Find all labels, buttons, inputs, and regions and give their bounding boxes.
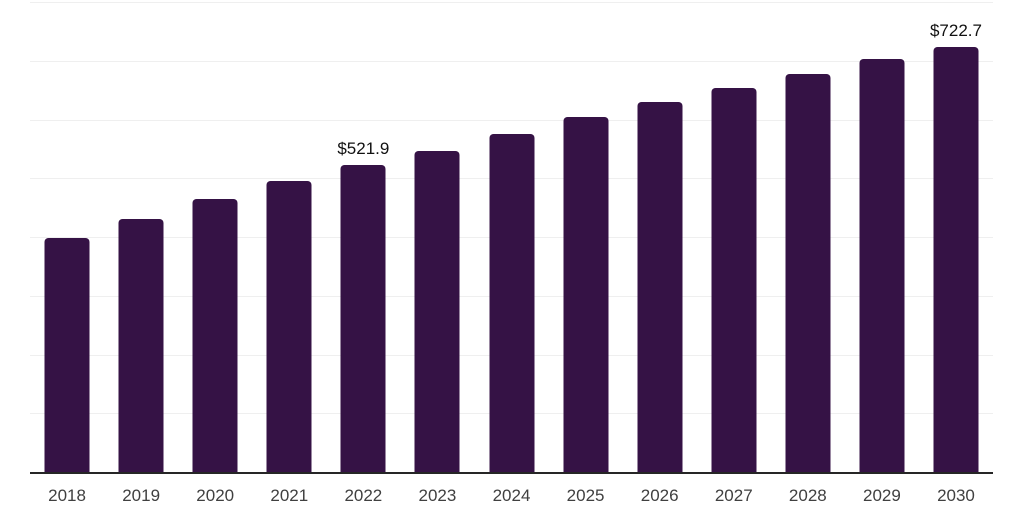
bar-2018 — [44, 237, 90, 472]
x-tick-2030: 2030 — [937, 486, 975, 505]
gridline-600 — [30, 119, 993, 121]
bar-slot-2019 — [104, 2, 178, 472]
bar-2028 — [785, 73, 831, 472]
bar-slot-2020 — [178, 2, 252, 472]
bar-slot-2023 — [400, 2, 474, 472]
bar-slot-2027 — [697, 2, 771, 472]
x-tick-2018: 2018 — [48, 486, 86, 505]
x-axis-labels: 2018 2019 2020 2021 2022 2023 2024 2025 2026 2027… — [30, 474, 993, 506]
x-tick-2026: 2026 — [640, 486, 679, 505]
bars: $521.9 $722.7 — [30, 2, 993, 472]
x-tick-2028: 2028 — [788, 486, 827, 505]
bar-slot-2022: $521.9 — [326, 2, 400, 472]
x-tick-2022: 2022 — [344, 486, 383, 505]
x-tick-2023: 2023 — [418, 486, 457, 505]
bar-2025 — [563, 116, 609, 472]
bar-2023 — [414, 150, 460, 472]
bar-slot-2028 — [771, 2, 845, 472]
x-tick-2027: 2027 — [714, 486, 753, 505]
bar-2021 — [266, 180, 312, 472]
x-tick-2019: 2019 — [122, 486, 161, 505]
bar-slot-2026 — [623, 2, 697, 472]
bar-slot-2029 — [845, 2, 919, 472]
gridline-800 — [30, 2, 993, 3]
bar-slot-2024 — [474, 2, 548, 472]
bar-2022 — [340, 165, 386, 472]
x-tick-2020: 2020 — [196, 486, 235, 505]
bar-2019 — [118, 219, 164, 472]
gridline-700 — [30, 60, 993, 62]
bar-slot-2025 — [549, 2, 623, 472]
bar-slot-2030: $722.7 — [919, 2, 993, 472]
x-tick-2024: 2024 — [492, 486, 531, 505]
data-label-2022: $521.9 — [337, 139, 390, 159]
bar-2020 — [192, 199, 238, 472]
data-label-2030: $722.7 — [929, 21, 982, 41]
x-tick-2025: 2025 — [566, 486, 605, 505]
bar-2029 — [859, 59, 905, 472]
x-tick-2021: 2021 — [270, 486, 309, 505]
bar-2024 — [489, 133, 534, 472]
bar-2026 — [637, 102, 683, 472]
bar-slot-2018 — [30, 2, 104, 472]
x-tick-2029: 2029 — [862, 486, 901, 505]
bar-2030 — [933, 47, 979, 472]
plot-area: $521.9 $722.7 — [30, 2, 993, 474]
bar-2027 — [711, 87, 757, 472]
bar-slot-2021 — [252, 2, 326, 472]
